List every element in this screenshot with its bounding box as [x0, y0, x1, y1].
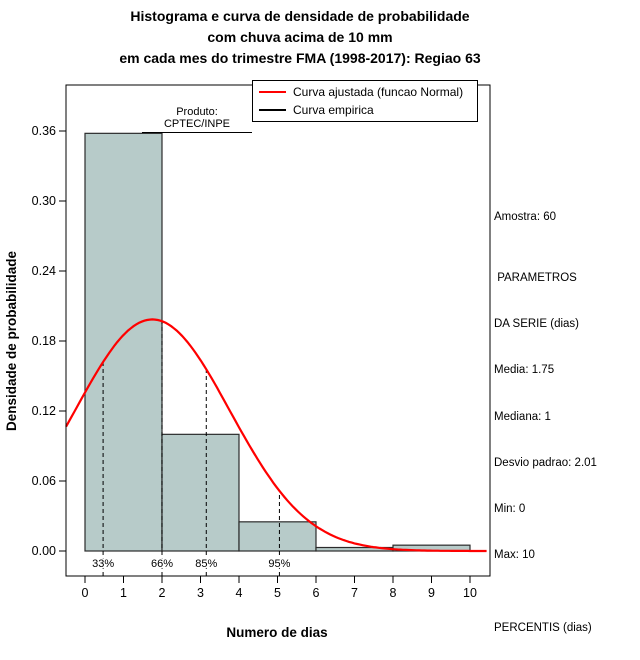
x-tick-label: 9: [428, 586, 435, 600]
legend-item-fitted: Curva ajustada (funcao Normal): [259, 85, 471, 99]
x-tick-label: 3: [197, 586, 204, 600]
stat-min: Min: 0: [494, 503, 526, 516]
y-tick-label: 0.12: [32, 404, 56, 418]
stat-parametros-subtitle: DA SERIE (dias): [494, 318, 579, 331]
x-tick-label: 10: [463, 586, 477, 600]
legend-line-sample-fitted-icon: [259, 91, 286, 93]
x-tick-label: 6: [313, 586, 320, 600]
stat-amostra: Amostra: 60: [494, 210, 556, 223]
y-axis-title: Densidade de probabilidade: [4, 250, 19, 431]
density-curve: [65, 318, 487, 553]
histogram-bar: [161, 433, 240, 552]
y-tick-label: 0.00: [32, 544, 56, 558]
x-tick-label: 2: [159, 586, 166, 600]
legend: Curva ajustada (funcao Normal) Curva emp…: [252, 80, 478, 122]
stat-parametros-title: PARAMETROS: [494, 272, 577, 285]
chart-title-line3: em cada mes do trimestre FMA (1998-2017)…: [119, 50, 481, 66]
x-tick-label: 5: [274, 586, 281, 600]
stat-percentis-title: PERCENTIS (dias): [494, 621, 592, 634]
histogram-bar: [84, 132, 163, 552]
percentile-label: 95%: [268, 558, 290, 570]
legend-label-fitted: Curva ajustada (funcao Normal): [293, 85, 464, 99]
legend-line-sample-empirical-icon: [259, 109, 286, 111]
y-tick-label: 0.24: [32, 264, 56, 278]
stat-desvio-padrao: Desvio padrao: 2.01: [494, 456, 597, 469]
x-tick-label: 1: [120, 586, 127, 600]
percentile-label: 33%: [92, 558, 114, 570]
chart-title-line1: Histograma e curva de densidade de proba…: [130, 8, 470, 24]
chart-title-line2: com chuva acima de 10 mm: [207, 29, 393, 45]
legend-label-empirical: Curva empirica: [293, 103, 374, 117]
x-tick-label: 4: [236, 586, 243, 600]
legend-item-empirical: Curva empirica: [259, 103, 471, 117]
y-tick-label: 0.36: [32, 124, 56, 138]
stat-mediana: Mediana: 1: [494, 410, 551, 423]
watermark-label: Produto: CPTEC/INPE: [142, 106, 252, 133]
y-tick-label: 0.30: [32, 194, 56, 208]
x-axis-title: Numero de dias: [226, 625, 327, 640]
stat-media: Media: 1.75: [494, 364, 555, 377]
stats-panel: Amostra: 60 PARAMETROS DA SERIE (dias) M…: [494, 179, 640, 660]
y-tick-label: 0.18: [32, 334, 56, 348]
percentile-label: 85%: [195, 558, 217, 570]
x-tick-label: 0: [82, 586, 89, 600]
histogram-bar: [238, 521, 317, 552]
y-tick-label: 0.06: [32, 474, 56, 488]
x-tick-label: 8: [390, 586, 397, 600]
percentile-label: 66%: [151, 558, 173, 570]
stat-max: Max: 10: [494, 549, 535, 562]
chart-title: Histograma e curva de densidade de proba…: [0, 6, 600, 69]
x-tick-label: 7: [351, 586, 358, 600]
